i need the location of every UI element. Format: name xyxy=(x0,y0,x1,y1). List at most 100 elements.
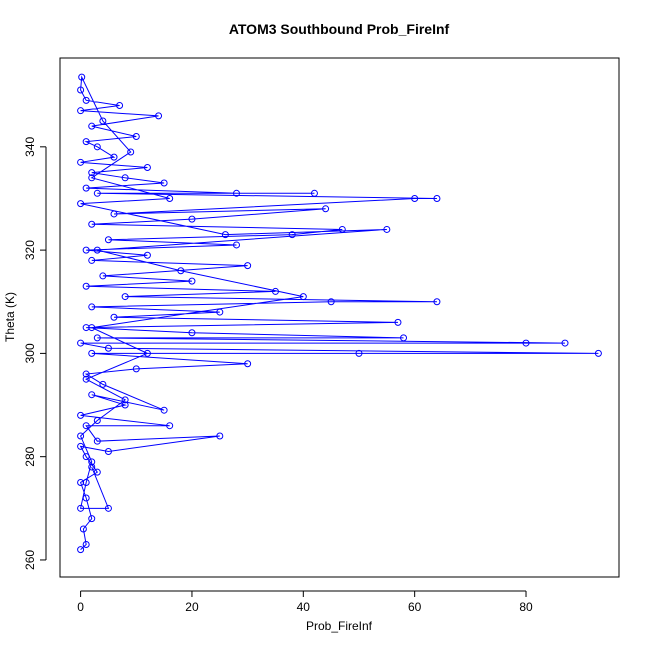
data-point xyxy=(82,138,90,146)
data-point xyxy=(99,272,107,280)
x-tick-label: 40 xyxy=(297,600,311,614)
data-point xyxy=(88,463,96,471)
data-point xyxy=(232,189,240,197)
data-point xyxy=(82,246,90,254)
data-point xyxy=(88,324,96,332)
data-point xyxy=(82,540,90,548)
data-point xyxy=(77,546,85,554)
x-axis-label: Prob_FireInf xyxy=(306,619,373,633)
data-point xyxy=(216,308,224,316)
data-point xyxy=(93,334,101,342)
data-point xyxy=(322,205,330,213)
data-point xyxy=(93,468,101,476)
data-point xyxy=(82,282,90,290)
data-point xyxy=(88,303,96,311)
data-point xyxy=(177,267,185,275)
y-tick-label: 280 xyxy=(23,446,37,466)
data-point xyxy=(93,143,101,151)
data-point xyxy=(82,478,90,486)
data-point xyxy=(78,73,86,81)
data-point xyxy=(327,298,335,306)
x-tick-label: 0 xyxy=(77,600,84,614)
data-point xyxy=(188,277,196,285)
data-point xyxy=(132,365,140,373)
data-point xyxy=(244,262,252,270)
data-point xyxy=(93,417,101,425)
data-point xyxy=(561,339,569,347)
y-tick-label: 260 xyxy=(23,550,37,570)
data-point xyxy=(155,112,163,120)
data-point xyxy=(77,339,85,347)
data-point xyxy=(79,525,87,533)
data-point xyxy=(104,504,112,512)
data-point xyxy=(271,287,279,295)
data-point xyxy=(77,158,85,166)
data-point xyxy=(88,220,96,228)
data-point xyxy=(143,251,151,259)
data-point xyxy=(383,225,391,233)
y-tick-label: 340 xyxy=(23,136,37,156)
data-point xyxy=(88,174,96,182)
data-point xyxy=(104,236,112,244)
data-point xyxy=(433,194,441,202)
data-point xyxy=(82,494,90,502)
data-point xyxy=(77,200,85,208)
data-point xyxy=(522,339,530,347)
data-point xyxy=(166,422,174,430)
data-point xyxy=(77,86,85,94)
x-tick-label: 80 xyxy=(519,600,533,614)
data-point xyxy=(244,360,252,368)
data-point xyxy=(594,349,602,357)
data-point xyxy=(132,132,140,140)
y-axis-label: Theta (K) xyxy=(3,292,17,342)
data-point xyxy=(88,391,96,399)
data-point xyxy=(82,370,90,378)
data-point xyxy=(77,107,85,115)
data-point xyxy=(82,453,90,461)
data-point xyxy=(110,313,118,321)
x-tick-label: 60 xyxy=(408,600,422,614)
data-point xyxy=(88,515,96,523)
data-point xyxy=(88,256,96,264)
data-point xyxy=(121,293,129,301)
y-tick-label: 300 xyxy=(23,343,37,363)
data-point xyxy=(121,396,129,404)
data-point xyxy=(77,504,85,512)
data-point xyxy=(166,194,174,202)
data-point xyxy=(355,349,363,357)
data-point xyxy=(160,406,168,414)
data-point xyxy=(400,334,408,342)
data-point xyxy=(88,122,96,130)
data-point xyxy=(121,174,129,182)
data-point xyxy=(104,448,112,456)
data-point xyxy=(411,194,419,202)
data-point xyxy=(188,329,196,337)
data-point xyxy=(93,437,101,445)
data-point xyxy=(127,148,135,156)
data-point xyxy=(433,298,441,306)
x-tick-label: 20 xyxy=(185,600,199,614)
data-point xyxy=(93,246,101,254)
data-point xyxy=(99,117,107,125)
data-line xyxy=(79,75,599,550)
data-point xyxy=(121,401,129,409)
data-point xyxy=(188,215,196,223)
data-point xyxy=(82,375,90,383)
data-point xyxy=(88,349,96,357)
data-point xyxy=(77,442,85,450)
data-point xyxy=(110,153,118,161)
data-point xyxy=(310,189,318,197)
data-point xyxy=(82,422,90,430)
data-point xyxy=(104,344,112,352)
data-point xyxy=(116,102,124,110)
data-point xyxy=(299,293,307,301)
data-point xyxy=(88,169,96,177)
data-point xyxy=(143,163,151,171)
data-point xyxy=(82,184,90,192)
data-point xyxy=(394,318,402,326)
data-point xyxy=(338,225,346,233)
data-point xyxy=(77,411,85,419)
data-point xyxy=(77,432,85,440)
